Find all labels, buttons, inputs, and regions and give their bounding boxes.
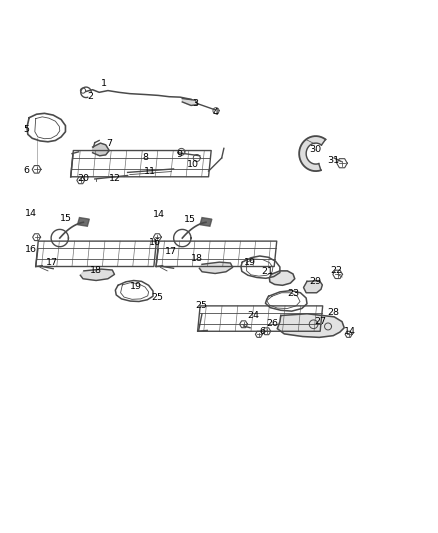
Text: 2: 2: [87, 92, 93, 101]
Text: 1: 1: [100, 79, 106, 88]
Text: 12: 12: [109, 174, 121, 183]
Text: 25: 25: [151, 293, 163, 302]
Text: 11: 11: [143, 167, 155, 175]
Text: 31: 31: [326, 156, 339, 165]
Text: 6: 6: [259, 327, 265, 336]
Text: 23: 23: [286, 289, 298, 298]
Text: 18: 18: [190, 254, 202, 263]
Text: 27: 27: [314, 317, 325, 326]
Text: 8: 8: [142, 154, 148, 163]
Polygon shape: [80, 269, 114, 280]
Polygon shape: [182, 99, 197, 106]
Text: 22: 22: [330, 266, 342, 276]
Text: 26: 26: [265, 319, 277, 328]
Text: 15: 15: [184, 215, 195, 224]
Polygon shape: [200, 217, 212, 226]
Text: 25: 25: [194, 301, 207, 310]
Text: 6: 6: [23, 166, 29, 175]
Text: 17: 17: [46, 259, 58, 268]
Text: 20: 20: [77, 174, 89, 183]
Text: 14: 14: [153, 211, 165, 220]
Polygon shape: [199, 262, 232, 273]
Text: 19: 19: [244, 257, 255, 266]
Text: 17: 17: [164, 247, 176, 256]
Text: 4: 4: [212, 108, 218, 117]
Text: 18: 18: [90, 266, 102, 276]
Text: 16: 16: [148, 238, 160, 247]
Polygon shape: [298, 136, 325, 171]
Text: 5: 5: [23, 125, 29, 134]
Text: 14: 14: [343, 327, 355, 336]
Polygon shape: [92, 143, 109, 156]
Polygon shape: [78, 217, 89, 226]
Text: 7: 7: [106, 139, 112, 148]
Polygon shape: [269, 271, 294, 285]
Text: 15: 15: [59, 214, 71, 223]
Text: 16: 16: [25, 245, 36, 254]
Text: 14: 14: [25, 209, 36, 219]
Text: 28: 28: [327, 308, 339, 317]
Text: 19: 19: [130, 282, 142, 290]
Polygon shape: [277, 314, 343, 337]
Text: 3: 3: [192, 99, 198, 108]
Text: 29: 29: [308, 277, 320, 286]
Text: 30: 30: [308, 145, 320, 154]
Polygon shape: [303, 280, 321, 293]
Text: 9: 9: [176, 150, 182, 159]
Text: 21: 21: [261, 267, 273, 276]
Text: 24: 24: [247, 311, 259, 320]
Text: 10: 10: [187, 160, 199, 169]
